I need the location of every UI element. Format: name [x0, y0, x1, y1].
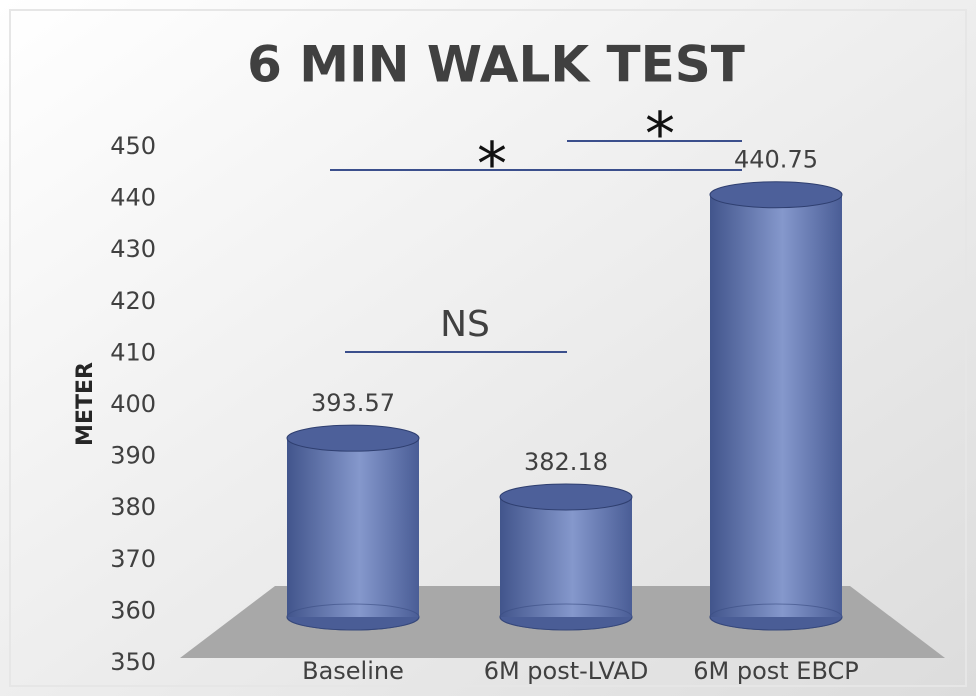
y-tick-label: 420 [110, 287, 156, 315]
annotation: * [645, 100, 675, 170]
x-tick-label: Baseline [302, 657, 404, 685]
bar [287, 438, 419, 617]
value-label: 393.57 [311, 389, 395, 417]
bar [500, 496, 632, 617]
y-tick-label: 430 [110, 235, 156, 263]
value-label: 382.18 [524, 448, 608, 476]
bar-base-front [709, 603, 843, 631]
y-tick-label: 440 [110, 184, 156, 212]
annotation: NS [440, 304, 490, 345]
y-tick-label: 350 [110, 648, 156, 676]
y-axis-title: METER [73, 362, 98, 446]
y-tick-label: 370 [110, 545, 156, 573]
y-tick-label: 380 [110, 493, 156, 521]
x-tick-label: 6M post-LVAD [484, 657, 649, 685]
value-label: 440.75 [734, 146, 818, 174]
frame [9, 9, 967, 687]
bar-top [499, 483, 633, 511]
y-tick-label: 390 [110, 442, 156, 470]
y-tick-label: 360 [110, 596, 156, 624]
bar-base-front [286, 603, 420, 631]
y-tick-label: 400 [110, 390, 156, 418]
y-tick-label: 450 [110, 132, 156, 160]
y-tick-label: 410 [110, 338, 156, 366]
x-tick-label: 6M post EBCP [693, 657, 859, 685]
bar-top [709, 181, 843, 209]
bar [710, 194, 842, 618]
chart-title: 6 MIN WALK TEST [247, 36, 745, 94]
bar-top [286, 424, 420, 452]
annotation: * [477, 130, 507, 200]
bar-base-front [499, 603, 633, 631]
